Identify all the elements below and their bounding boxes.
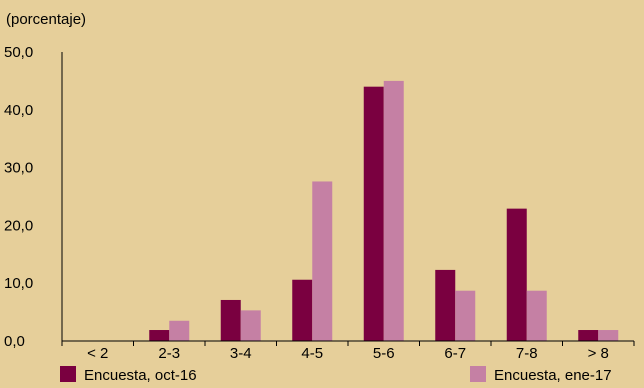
y-tick-label: 0,0 [4, 333, 25, 350]
bar-ene-17 [383, 80, 404, 342]
legend-label-oct-16: Encuesta, oct-16 [84, 367, 197, 384]
y-tick-label: 40,0 [4, 102, 33, 119]
bar-oct-16 [363, 86, 384, 342]
bar-oct-16 [578, 330, 599, 341]
y-tick-label: 30,0 [4, 160, 33, 177]
legend-swatch-ene-17 [470, 366, 486, 382]
y-axis-unit-label: (porcentaje) [6, 11, 86, 28]
bar-oct-16 [149, 330, 170, 341]
bar-oct-16 [506, 208, 527, 341]
x-tick-label: 2-3 [158, 345, 180, 362]
y-axis-tick-labels: 0,0 10,0 20,0 30,0 40,0 50,0 [4, 44, 33, 350]
x-tick-label: 4-5 [301, 345, 323, 362]
legend-swatch-oct-16 [60, 366, 76, 382]
bar-oct-16 [435, 269, 456, 341]
bar-ene-17 [240, 310, 261, 341]
x-tick-label: 7-8 [516, 345, 538, 362]
bar-ene-17 [598, 330, 619, 341]
bar-marks [149, 80, 619, 342]
x-tick-label: < 2 [87, 345, 108, 362]
x-tick-label: > 8 [588, 345, 609, 362]
axes [61, 52, 635, 346]
y-tick-label: 50,0 [4, 44, 33, 61]
bar-ene-17 [526, 290, 547, 341]
legend-label-ene-17: Encuesta, ene-17 [494, 367, 612, 384]
legend: Encuesta, oct-16 Encuesta, ene-17 [60, 366, 612, 384]
bar-ene-17 [312, 181, 333, 341]
x-tick-label: 3-4 [230, 345, 252, 362]
x-tick-label: 5-6 [373, 345, 395, 362]
x-axis-tick-labels: < 2 2-3 3-4 4-5 5-6 6-7 7-8 > 8 [87, 345, 609, 362]
y-tick-label: 10,0 [4, 275, 33, 292]
bar-oct-16 [220, 299, 241, 341]
x-tick-label: 6-7 [444, 345, 466, 362]
y-tick-label: 20,0 [4, 217, 33, 234]
bar-ene-17 [169, 320, 190, 341]
bar-oct-16 [292, 279, 313, 341]
bar-ene-17 [455, 290, 476, 341]
